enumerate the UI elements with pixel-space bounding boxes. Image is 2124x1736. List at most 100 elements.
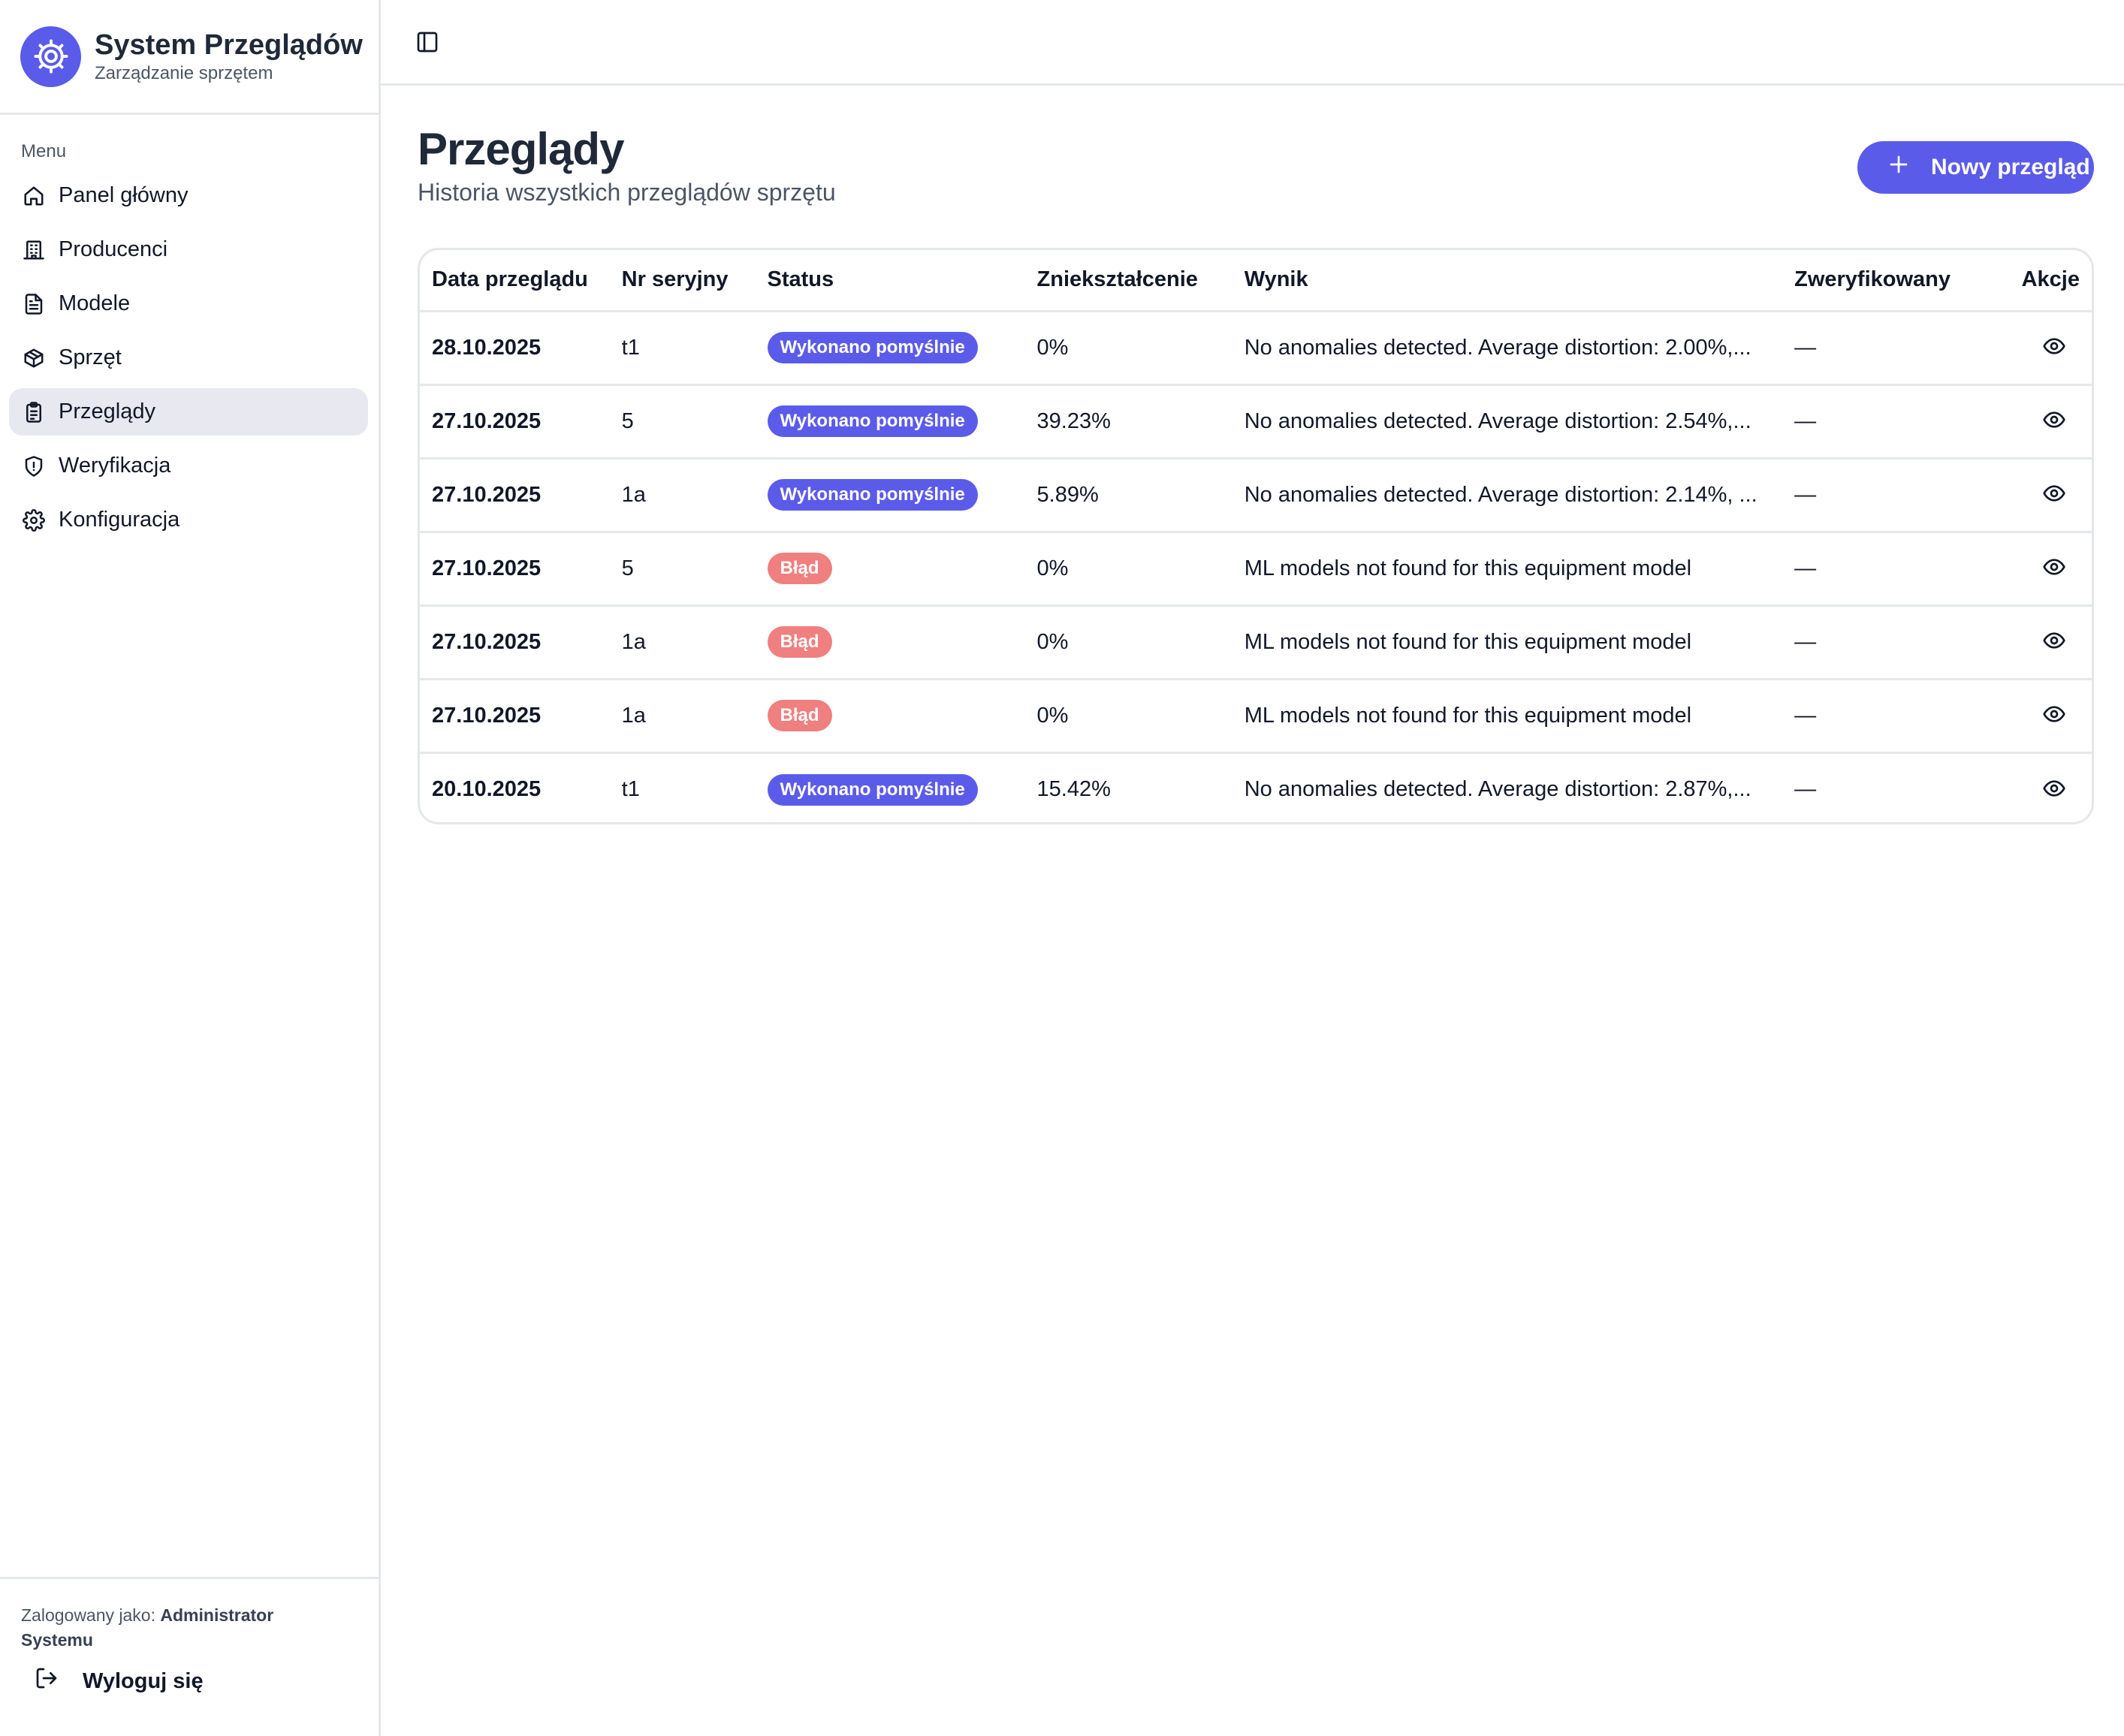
cell-serial: 1a bbox=[621, 482, 646, 507]
cell-distortion: 0% bbox=[1036, 703, 1069, 728]
cell-result: ML models not found for this equipment m… bbox=[1244, 556, 1692, 580]
sidebar-item-przeglady[interactable]: Przeglądy bbox=[9, 388, 368, 436]
brand-header: System Przeglądów Zarządzanie sprzętem bbox=[0, 0, 379, 115]
cell-serial: 5 bbox=[621, 556, 634, 580]
user-name: Administrator Systemu bbox=[21, 1605, 274, 1650]
column-header-serial[interactable]: Nr seryjny bbox=[621, 250, 768, 312]
cell-distortion: 5.89% bbox=[1036, 482, 1099, 507]
cell-serial: 1a bbox=[621, 703, 646, 728]
eye-icon bbox=[2043, 706, 2065, 722]
sidebar-item-konfiguracja[interactable]: Konfiguracja bbox=[9, 496, 368, 544]
cell-result: No anomalies detected. Average distortio… bbox=[1244, 408, 1751, 433]
table-row: 27.10.2025 5 Wykonano pomyślnie 39.23% No an… bbox=[420, 384, 2092, 458]
new-inspection-label: Nowy przegląd bbox=[1931, 155, 2090, 179]
cell-result: No anomalies detected. Average distortio… bbox=[1244, 777, 1751, 802]
document-icon bbox=[22, 292, 46, 316]
sidebar-item-modele[interactable]: Modele bbox=[9, 280, 368, 327]
menu-label: Menu bbox=[21, 141, 67, 161]
app-title: System Przeglądów bbox=[95, 29, 363, 61]
sidebar-item-label: Konfiguracja bbox=[59, 508, 180, 532]
cell-actions bbox=[2009, 532, 2092, 605]
cell-verified: — bbox=[1794, 556, 1817, 580]
logged-as-prefix: Zalogowany jako: bbox=[21, 1605, 155, 1625]
status-badge: Wykonano pomyślnie bbox=[767, 332, 978, 363]
view-details-button[interactable] bbox=[2039, 552, 2069, 582]
eye-icon bbox=[2043, 559, 2065, 575]
view-details-button[interactable] bbox=[2039, 699, 2069, 729]
inspections-table-card: Data przeglądu Nr seryjny Status Znieksz… bbox=[418, 248, 2094, 824]
column-header-date[interactable]: Data przeglądu bbox=[420, 250, 622, 312]
cell-status: Błąd bbox=[767, 532, 1037, 605]
cell-actions bbox=[2009, 605, 2092, 679]
cell-date: 27.10.2025 bbox=[432, 703, 542, 728]
table-row: 27.10.2025 1a Błąd 0% ML models not found fo… bbox=[420, 605, 2092, 679]
sidebar-item-sprzet[interactable]: Sprzęt bbox=[9, 334, 368, 381]
table-row: 20.10.2025 t1 Wykonano pomyślnie 15.42% No a… bbox=[420, 752, 2092, 822]
table-header-row: Data przeglądu Nr seryjny Status Znieksz… bbox=[420, 250, 2092, 312]
cell-status: Wykonano pomyślnie bbox=[767, 458, 1037, 532]
sidebar-item-label: Weryfikacja bbox=[59, 454, 171, 478]
view-details-button[interactable] bbox=[2039, 405, 2069, 435]
plus-icon bbox=[1887, 153, 1910, 182]
cell-status: Wykonano pomyślnie bbox=[767, 384, 1037, 458]
status-badge: Wykonano pomyślnie bbox=[767, 479, 978, 511]
cell-verified: — bbox=[1794, 777, 1817, 802]
panel-left-icon bbox=[417, 32, 438, 53]
cell-distortion: 0% bbox=[1036, 335, 1069, 360]
view-details-button[interactable] bbox=[2039, 625, 2069, 656]
logout-icon bbox=[35, 1666, 59, 1696]
page-subtitle: Historia wszystkich przeglądów sprzętu bbox=[418, 179, 836, 206]
cell-distortion: 0% bbox=[1036, 629, 1069, 654]
view-details-button[interactable] bbox=[2039, 773, 2069, 803]
table-row: 27.10.2025 1a Błąd 0% ML models not found fo… bbox=[420, 679, 2092, 752]
sidebar-item-label: Modele bbox=[59, 291, 131, 315]
eye-icon bbox=[2043, 411, 2065, 428]
cell-distortion: 0% bbox=[1036, 556, 1069, 580]
column-header-result[interactable]: Wynik bbox=[1244, 250, 1795, 312]
sidebar-toggle-button[interactable] bbox=[414, 29, 441, 56]
view-details-button[interactable] bbox=[2039, 478, 2069, 508]
cell-date: 27.10.2025 bbox=[432, 482, 542, 507]
cell-date: 27.10.2025 bbox=[432, 556, 542, 580]
shield-icon bbox=[22, 454, 46, 478]
inspections-table: Data przeglądu Nr seryjny Status Znieksz… bbox=[420, 250, 2092, 822]
box-icon bbox=[22, 346, 46, 370]
status-badge: Wykonano pomyślnie bbox=[767, 773, 978, 806]
cell-verified: — bbox=[1794, 629, 1817, 654]
column-header-distortion[interactable]: Zniekształcenie bbox=[1036, 250, 1245, 312]
cell-result: ML models not found for this equipment m… bbox=[1244, 703, 1692, 728]
eye-icon bbox=[2043, 632, 2065, 649]
cell-status: Błąd bbox=[767, 679, 1037, 752]
sidebar-item-label: Sprzęt bbox=[59, 345, 122, 369]
topbar bbox=[381, 0, 2124, 86]
cell-serial: t1 bbox=[621, 335, 640, 360]
cell-distortion: 15.42% bbox=[1036, 777, 1111, 802]
sidebar-item-panel-glowny[interactable]: Panel główny bbox=[9, 172, 368, 219]
column-header-verified[interactable]: Zweryfikowany bbox=[1794, 250, 2010, 312]
eye-icon bbox=[2043, 338, 2065, 354]
sidebar-item-weryfikacja[interactable]: Weryfikacja bbox=[9, 442, 368, 490]
view-details-button[interactable] bbox=[2039, 331, 2069, 361]
sidebar-item-producenci[interactable]: Producenci bbox=[9, 226, 368, 273]
cell-actions bbox=[2009, 384, 2092, 458]
table-body: 28.10.2025 t1 Wykonano pomyślnie 0% No anoma… bbox=[420, 311, 2092, 822]
app-subtitle: Zarządzanie sprzętem bbox=[95, 63, 273, 83]
cell-serial: 1a bbox=[621, 629, 646, 654]
cell-status: Błąd bbox=[767, 605, 1037, 679]
cell-result: No anomalies detected. Average distortio… bbox=[1244, 482, 1757, 507]
cell-distortion: 39.23% bbox=[1036, 408, 1111, 433]
cell-verified: — bbox=[1794, 335, 1817, 360]
cell-actions bbox=[2009, 679, 2092, 752]
cell-actions bbox=[2009, 752, 2092, 822]
sidebar-footer: Zalogowany jako: Administrator Systemu W… bbox=[0, 1577, 379, 1736]
column-header-actions: Akcje bbox=[2009, 250, 2092, 312]
logged-in-user: Zalogowany jako: Administrator Systemu bbox=[21, 1603, 336, 1653]
logout-button[interactable]: Wyloguj się bbox=[35, 1666, 204, 1696]
sidebar-item-label: Panel główny bbox=[59, 183, 189, 207]
new-inspection-button[interactable]: Nowy przegląd bbox=[1857, 141, 2094, 194]
cell-result: No anomalies detected. Average distortio… bbox=[1244, 335, 1751, 360]
eye-icon bbox=[2043, 780, 2065, 797]
logout-label: Wyloguj się bbox=[83, 1668, 204, 1693]
cell-verified: — bbox=[1794, 408, 1817, 433]
column-header-status[interactable]: Status bbox=[767, 250, 1037, 312]
